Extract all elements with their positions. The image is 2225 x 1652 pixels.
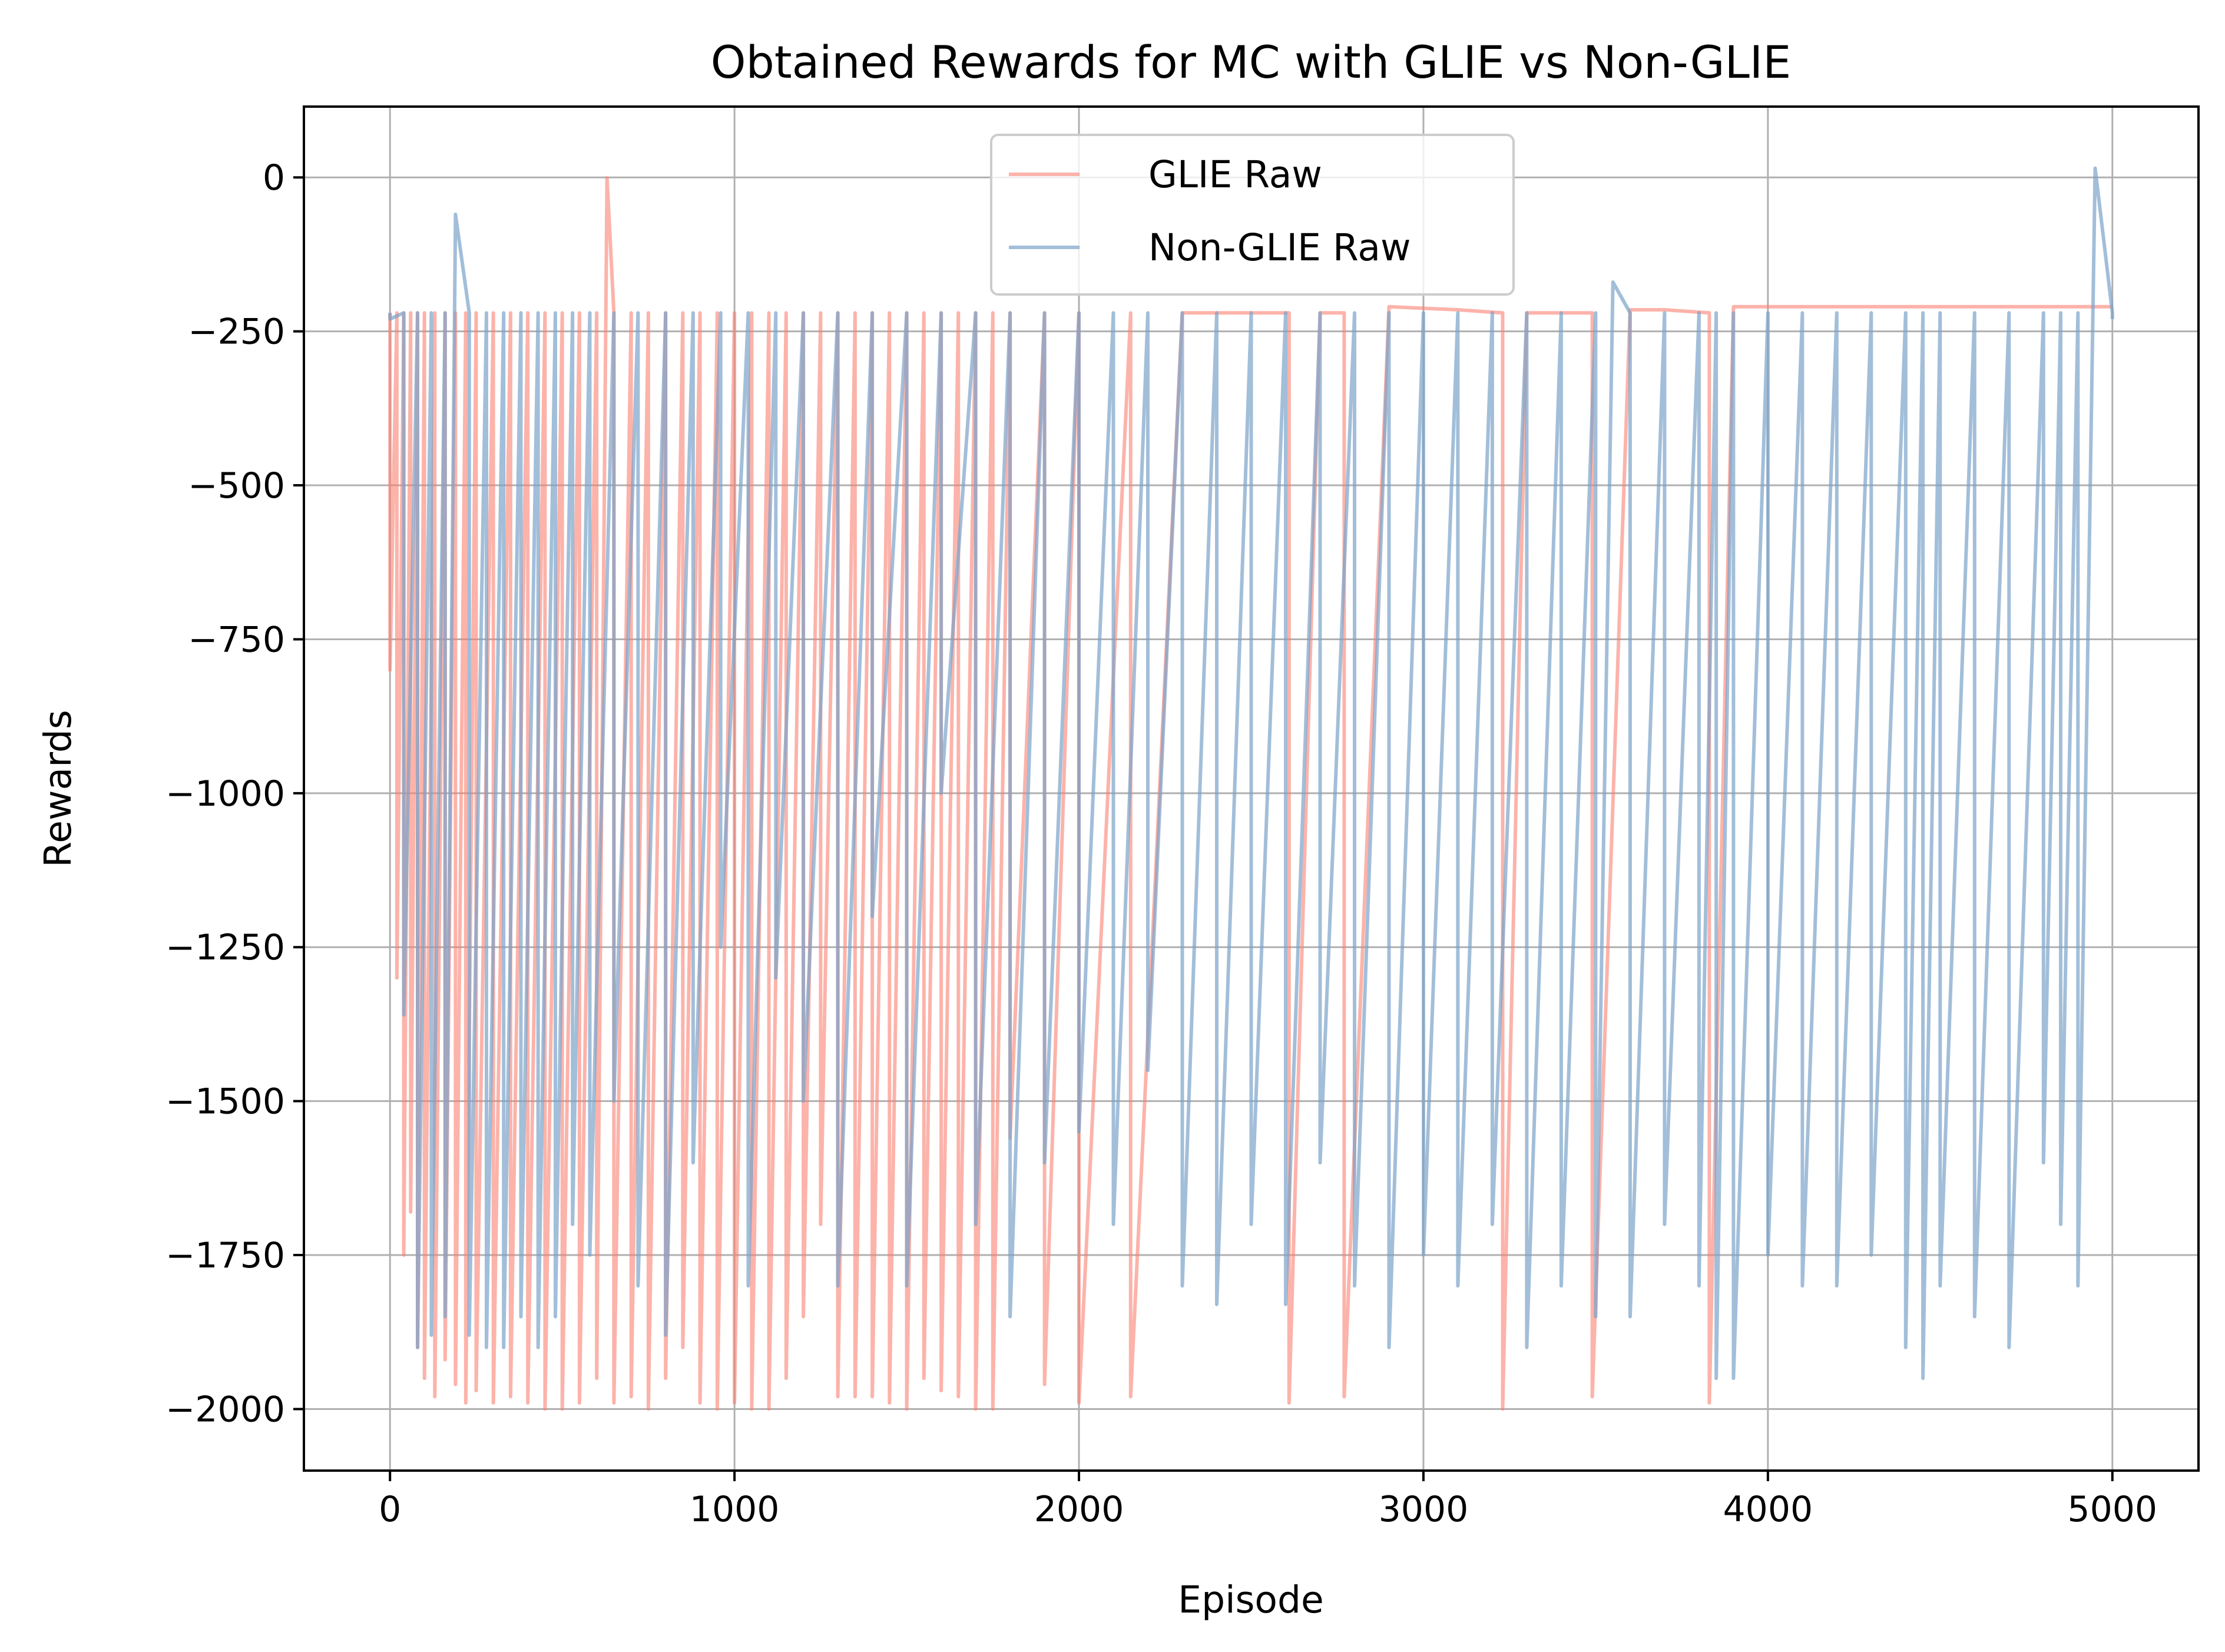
y-tick-label: −1750 bbox=[165, 1235, 285, 1276]
legend-label-non-glie: Non-GLIE Raw bbox=[1148, 226, 1411, 269]
series-0-point bbox=[510, 1396, 511, 1397]
series-1-point bbox=[665, 1335, 666, 1336]
series-0-point bbox=[872, 1396, 873, 1397]
series-1-point bbox=[1078, 1131, 1080, 1133]
series-1-point bbox=[1716, 1378, 1717, 1379]
y-tick-label: −750 bbox=[188, 619, 285, 660]
series-0-point bbox=[958, 1396, 959, 1397]
series-1-point bbox=[555, 1316, 556, 1317]
y-tick-label: −1500 bbox=[165, 1081, 285, 1123]
series-1-point bbox=[1870, 1254, 1872, 1256]
y-tick-label: −1250 bbox=[165, 927, 285, 968]
series-1-point bbox=[431, 1335, 432, 1336]
series-0-point bbox=[803, 1316, 804, 1317]
legend-box bbox=[990, 134, 1515, 296]
y-tick-label: −2000 bbox=[165, 1389, 285, 1430]
y-tick-label: −500 bbox=[188, 465, 285, 506]
y-tick-label: 0 bbox=[263, 157, 285, 198]
series-0-point bbox=[1939, 306, 1941, 307]
x-tick-label: 2000 bbox=[1034, 1489, 1124, 1530]
x-tick-label: 1000 bbox=[690, 1489, 780, 1530]
series-0-point bbox=[1130, 1396, 1131, 1397]
series-1-point bbox=[1595, 1316, 1596, 1317]
x-axis-label: Episode bbox=[1178, 1578, 1323, 1621]
series-1-point bbox=[486, 1347, 487, 1348]
y-tick-label: −250 bbox=[188, 312, 285, 353]
series-0-point bbox=[410, 1211, 411, 1213]
series-1-point bbox=[1905, 1347, 1906, 1348]
series-1-point bbox=[720, 946, 721, 948]
series-1-point bbox=[1767, 1254, 1769, 1256]
y-axis-label: Rewards bbox=[37, 710, 80, 867]
chart-title: Obtained Rewards for MC with GLIE vs Non… bbox=[711, 36, 1791, 88]
plot-frame bbox=[303, 105, 2200, 1472]
series-0-point bbox=[1343, 1396, 1345, 1397]
series-1-point bbox=[455, 214, 456, 215]
series-0-point bbox=[1044, 1384, 1045, 1385]
legend-label-glie: GLIE Raw bbox=[1148, 153, 1322, 196]
series-0-point bbox=[455, 1384, 456, 1385]
series-1-point bbox=[1974, 1316, 1975, 1317]
ticks: 0 1000 2000 3000 4000 5000 0 −250 −500 −750 −1000 −… bbox=[165, 157, 2157, 1530]
series-1-point bbox=[1009, 1316, 1011, 1317]
series-0-point bbox=[1733, 306, 1734, 307]
legend: GLIE Raw Non-GLIE Raw bbox=[990, 134, 1515, 296]
series-1-point bbox=[872, 916, 873, 917]
x-tick-label: 3000 bbox=[1379, 1489, 1469, 1530]
series-0-point bbox=[424, 1378, 425, 1379]
series-0-point bbox=[1802, 306, 1803, 307]
series-0-point bbox=[923, 1378, 925, 1379]
x-tick-label: 5000 bbox=[2067, 1489, 2157, 1530]
y-tick-label: −1000 bbox=[165, 773, 285, 815]
x-tick-label: 0 bbox=[379, 1489, 401, 1530]
series-0-point bbox=[1870, 306, 1872, 307]
series-0-point bbox=[403, 1254, 405, 1256]
series-layer bbox=[388, 166, 2114, 1411]
x-tick-label: 4000 bbox=[1723, 1489, 1813, 1530]
series-1-point bbox=[1733, 1378, 1734, 1379]
series-1-point bbox=[1423, 1254, 1424, 1256]
series-0-point bbox=[837, 1396, 839, 1397]
series-0-point bbox=[665, 1378, 666, 1379]
